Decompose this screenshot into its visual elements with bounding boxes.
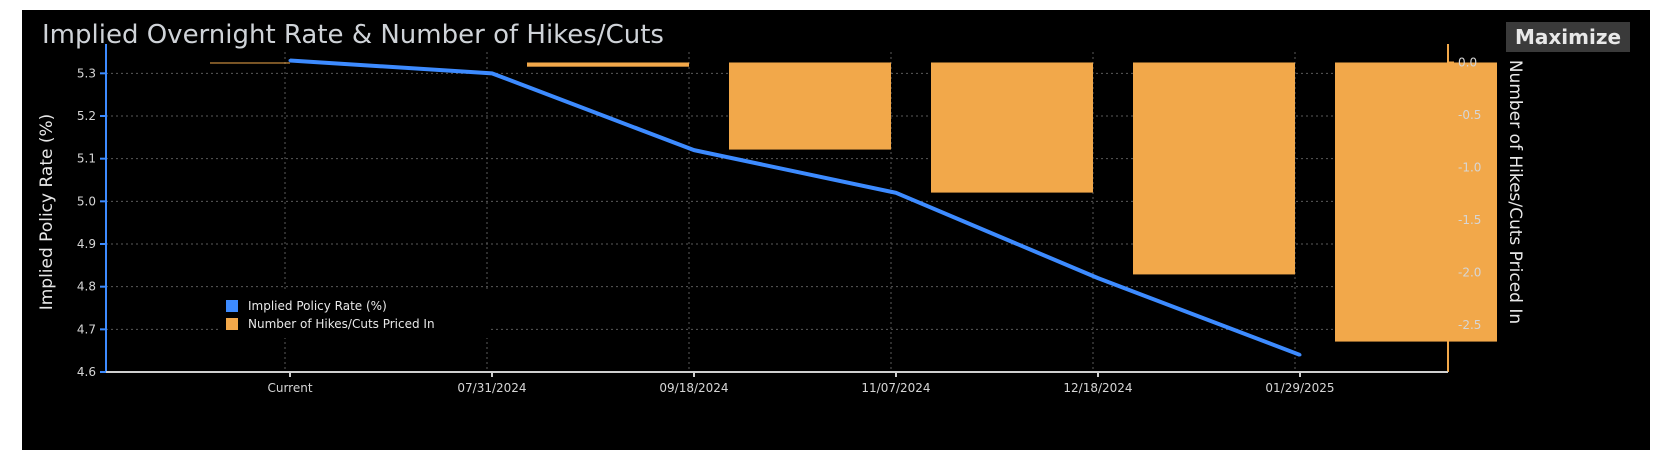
line-point-1 [490,71,494,75]
bar-3 [931,62,1093,193]
chart-title: Implied Overnight Rate & Number of Hikes… [42,20,664,50]
legend-swatch-line [226,300,238,312]
y2-tick-label: -2.5 [1458,318,1481,332]
line-point-2 [692,148,696,152]
y-axis-label: Implied Policy Rate (%) [37,114,57,311]
bar-4 [1133,62,1295,275]
bar-1 [527,62,689,67]
legend-label-bar: Number of Hikes/Cuts Priced In [248,317,435,331]
y2-tick-label: -1.0 [1458,160,1481,174]
x-tick-label: 12/18/2024 [1063,381,1132,395]
chart-svg: 4.6 4.7 4.8 4.9 5.0 5.1 5.2 5.3 0.0 -0.5 -1.0 -1.5 -… [37,44,1525,395]
line-series-implied-rate [289,58,1301,357]
y2-tick-label: -2.0 [1458,265,1481,279]
y2-axis-label: Number of Hikes/Cuts Priced In [1505,60,1525,324]
y-tick-label: 5.3 [77,66,96,80]
y2-tick-label: -0.5 [1458,108,1481,122]
y2-tick-label: -1.5 [1458,213,1481,227]
line-point-3 [894,191,898,195]
line-point-0 [288,59,292,63]
bar-0 [210,62,290,64]
y-tick-label: 5.0 [77,194,96,208]
x-tick-label: 11/07/2024 [861,381,930,395]
x-tick-label: Current [267,381,312,395]
y-tick-label: 5.2 [77,109,96,123]
y-tick-label: 5.1 [77,152,96,166]
y-tick-label: 4.6 [77,365,96,379]
line-point-5 [1298,353,1302,357]
maximize-button[interactable]: Maximize [1506,22,1631,52]
x-tick-label: 07/31/2024 [457,381,526,395]
chart-panel: Implied Overnight Rate & Number of Hikes… [22,10,1650,450]
bar-2 [729,62,891,150]
legend-label-line: Implied Policy Rate (%) [248,299,387,313]
y-tick-label: 4.8 [77,280,96,294]
legend-box [218,292,488,338]
bar-5 [1335,62,1497,342]
y-tick-label: 4.9 [77,237,96,251]
line-point-4 [1096,276,1100,280]
legend-swatch-bar [226,318,238,330]
y2-tick-label: 0.0 [1458,55,1477,69]
x-tick-label: 09/18/2024 [659,381,728,395]
x-tick-label: 01/29/2025 [1265,381,1334,395]
y-tick-label: 4.7 [77,322,96,336]
